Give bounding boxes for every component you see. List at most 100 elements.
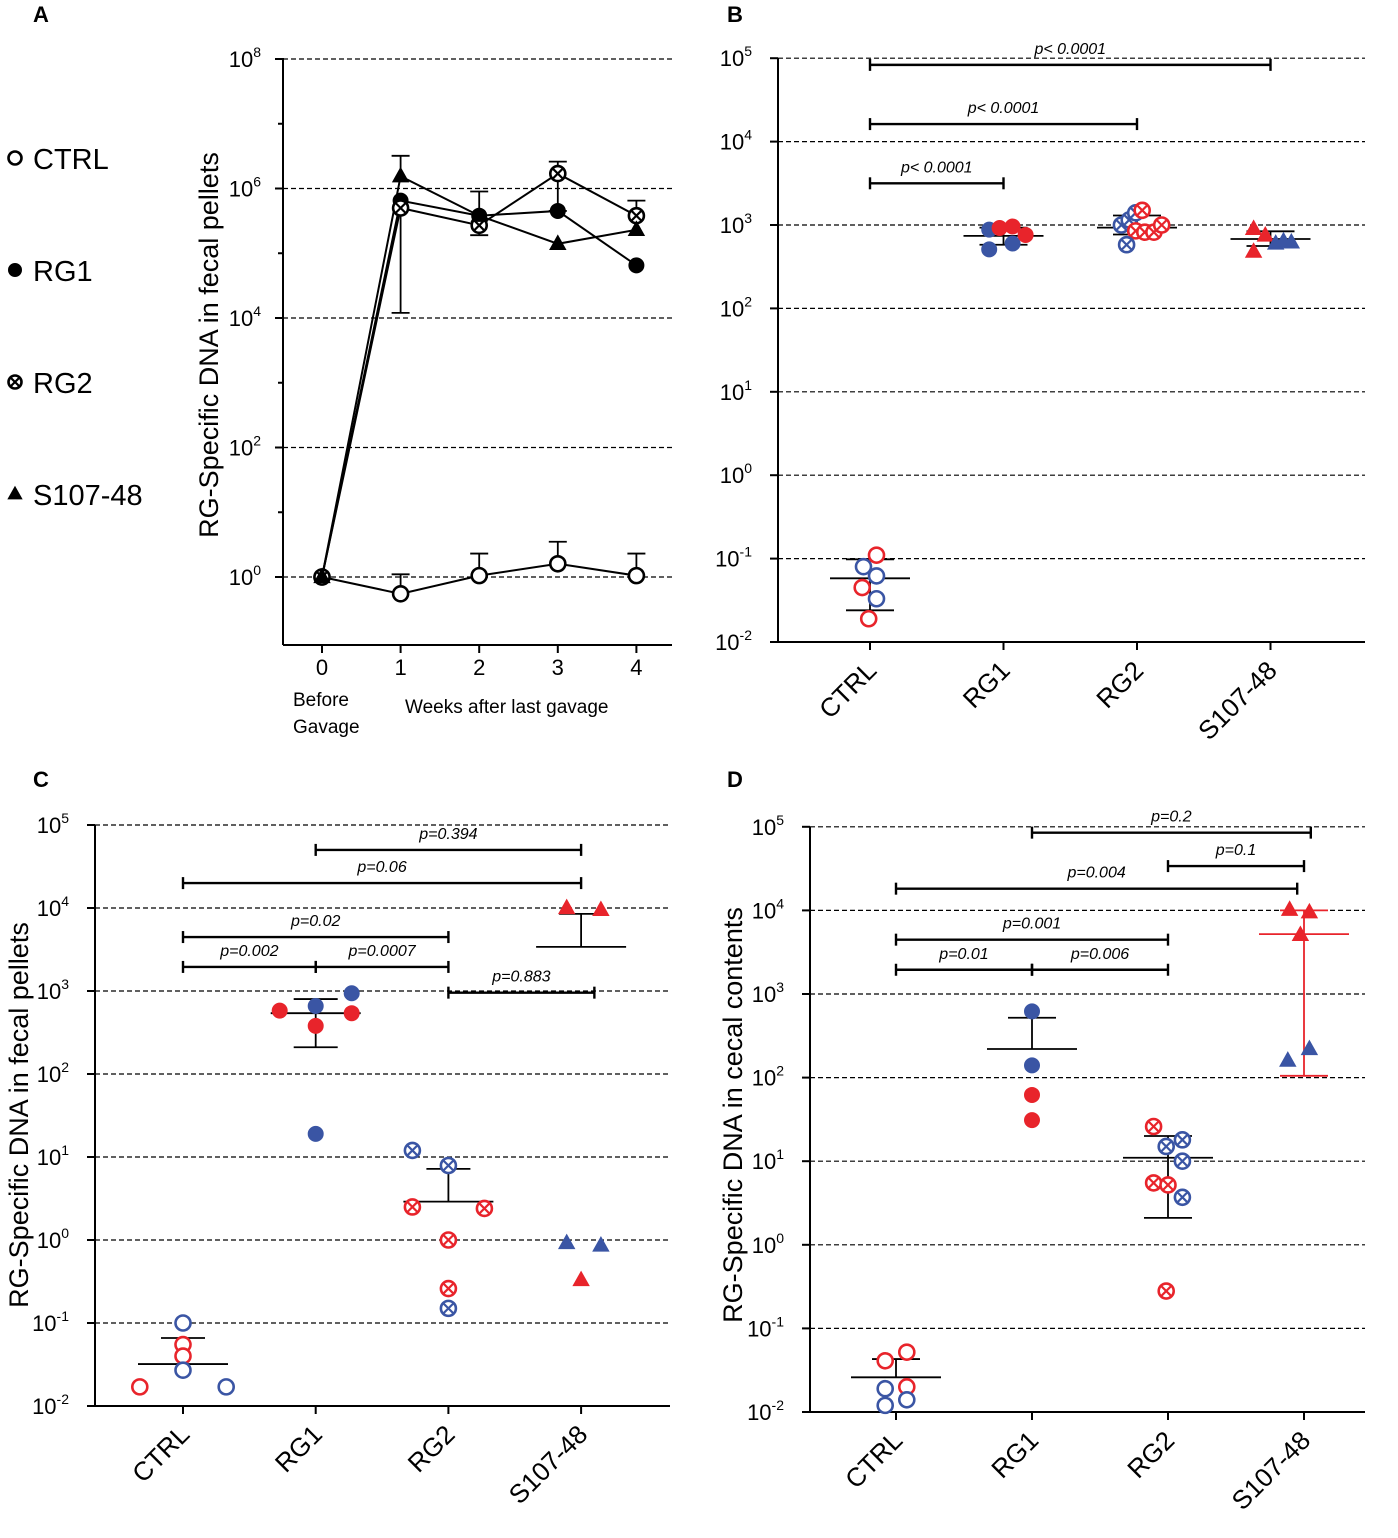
legend-marker-ctrl — [7, 150, 23, 166]
panel-d-point-rg2-cross-b — [1148, 1177, 1160, 1189]
panel-c-point-rg2 — [439, 1231, 458, 1249]
panel-d: D RG-Specific DNA in cecal contents 10-2… — [718, 767, 1365, 1516]
panel-b-point-rg2 — [1152, 216, 1171, 234]
panel-a-point-rg1 — [628, 257, 645, 274]
panel-c-point-ctrl-shape — [174, 1361, 192, 1379]
panel-d-y-tick-label-base: 10 — [752, 1233, 776, 1258]
panel-c-point-ctrl — [174, 1361, 192, 1379]
panel-d-point-ctrl-shape — [897, 1343, 916, 1361]
panel-d-point-rg2 — [1157, 1137, 1175, 1156]
panel-b-point-ctrl-shape — [867, 546, 886, 564]
panel-d-grid — [810, 826, 1365, 1330]
panel-c-point-rg1-shape — [307, 997, 324, 1014]
panel-letter-a: A — [33, 2, 49, 27]
panel-b-y-tick-label: 105 — [720, 43, 752, 71]
panel-a-x-tick-label: 4 — [630, 655, 642, 680]
panel-c-point-rg1-shape — [307, 1017, 324, 1034]
legend-label-ctrl: CTRL — [33, 144, 109, 176]
panel-d-y-tick-label-base: 10 — [752, 898, 776, 923]
panel-b-y-tick-label-exponent: 1 — [744, 377, 752, 393]
panel-b-y-tick-label: 100 — [720, 460, 752, 488]
panel-a-point-s107-48-shape — [313, 567, 331, 584]
panel-a-point-s107-48 — [549, 234, 567, 250]
panel-d-point-ctrl — [876, 1379, 895, 1398]
panel-c-point-rg1-shape — [343, 985, 360, 1002]
panel-b-points — [830, 201, 1311, 628]
panel-a-y-tick-label-base: 10 — [229, 47, 253, 72]
panel-d-y-tick-label: 104 — [752, 895, 784, 923]
panel-c-point-s107-48 — [592, 1236, 610, 1252]
panel-b-annotations: p< 0.0001 p< 0.0001 p< 0.0001 — [868, 41, 1272, 190]
panel-c-point-rg1 — [307, 1017, 324, 1034]
panel-a-y-tick-label: 106 — [229, 174, 261, 202]
panel-d-point-ctrl — [897, 1390, 916, 1409]
panel-c-point-s107-48 — [557, 898, 576, 915]
panel-b-grid — [778, 57, 1365, 560]
panel-b-point-ctrl-shape — [853, 578, 872, 597]
panel-a-x-tick-label: 0 — [316, 655, 328, 680]
panel-d-x-tick-label: S107-48 — [1226, 1425, 1317, 1516]
panel-d-point-s107-48 — [1280, 900, 1299, 916]
panel-b-x-tick-label: RG1 — [957, 655, 1016, 714]
panel-a-point-rg1-shape — [549, 202, 566, 219]
panel-d-points — [851, 900, 1349, 1415]
panel-b-point-rg2-cross-b — [1121, 239, 1133, 251]
panel-d-point-rg2-cross-b — [1162, 1179, 1174, 1191]
panel-d-point-rg2 — [1144, 1174, 1163, 1192]
panel-c-point-rg2-cross-b — [478, 1203, 490, 1214]
panel-d-y-tick-label-exponent: 5 — [776, 812, 784, 828]
panel-b-point-s107-48 — [1256, 226, 1275, 242]
panel-c-point-rg1 — [343, 1005, 360, 1022]
panel-c-x-tick-label: RG1 — [269, 1419, 328, 1478]
panel-d-point-s107-48-shape — [1300, 902, 1319, 919]
panel-d-point-ctrl — [876, 1351, 895, 1370]
panel-d-y-tick-label-base: 10 — [752, 815, 776, 840]
panel-b-point-rg2 — [1117, 235, 1136, 254]
panel-c-p-value: p=0.0007 — [347, 943, 416, 960]
panel-b-y-tick-label-exponent: 3 — [744, 210, 752, 226]
panel-a-line-rg1 — [321, 199, 637, 578]
panel-c-point-rg1-shape — [271, 1002, 288, 1019]
panel-c-points — [131, 898, 627, 1396]
panel-b-point-ctrl — [854, 557, 873, 576]
panel-a-xlabel-weeks: Weeks after last gavage — [405, 697, 608, 718]
panel-b-point-s107-48 — [1244, 242, 1263, 258]
panel-b-point-s107-48-shape — [1282, 232, 1301, 249]
panel-b-y-tick-label: 103 — [720, 210, 752, 238]
panel-a-point-rg2-cross-b — [630, 210, 642, 222]
panel-c-y-tick-label-base: 10 — [37, 813, 61, 838]
panel-a-point-s107-48 — [627, 220, 646, 236]
panel-b-point-rg1-shape — [981, 241, 998, 258]
panel-b-y-tick-label-exponent: 0 — [744, 460, 752, 476]
panel-c-point-rg2-cross-b — [442, 1302, 454, 1314]
panel-c-p-value: p=0.02 — [290, 913, 340, 930]
panel-b-point-rg1-shape — [1017, 226, 1034, 243]
panel-c-y-tick-label-base: 10 — [32, 1311, 56, 1336]
legend-marker-ctrl-shape — [7, 150, 23, 166]
panel-c-p-value: p=0.883 — [491, 969, 550, 986]
panel-d-point-ctrl — [876, 1396, 895, 1415]
panel-d-point-rg2 — [1144, 1117, 1163, 1136]
panel-c-y-tick-label-exponent: 1 — [61, 1142, 69, 1158]
legend-marker-s107-48-shape — [7, 485, 23, 500]
panel-a-y-tick-label-exponent: 0 — [253, 562, 261, 578]
panel-c-point-rg2 — [403, 1198, 422, 1216]
panel-a-point-ctrl-shape — [548, 554, 567, 573]
panel-c-point-rg1 — [271, 1002, 288, 1019]
panel-a: A RG-Specific DNA in fecal pellets CTRL R… — [7, 2, 672, 738]
panel-c-y-tick-label-base: 10 — [37, 1145, 61, 1170]
panel-c-y-tick-label-base: 10 — [37, 896, 61, 921]
panel-d-point-rg2 — [1173, 1131, 1192, 1149]
panel-d-annotations: p=0.2 p=0.1 p=0.004 p=0.001 p=0.01 p=0.006 — [894, 809, 1313, 976]
legend-label-rg1: RG1 — [33, 256, 93, 288]
panel-d-point-rg1 — [1024, 1086, 1040, 1103]
panel-d-x-tick-label: RG2 — [1121, 1425, 1180, 1484]
panel-d-y-tick-label: 105 — [752, 812, 784, 840]
panel-b-x-tick-label: CTRL — [813, 655, 882, 724]
panel-c: C RG-Specific DNA in fecal pellets 10-21… — [4, 767, 670, 1510]
panel-a-y-tick-label-base: 10 — [229, 565, 253, 590]
panel-a-y-tick-label-exponent: 8 — [253, 44, 261, 60]
panel-b-y-tick-label-base: 10 — [715, 547, 739, 572]
